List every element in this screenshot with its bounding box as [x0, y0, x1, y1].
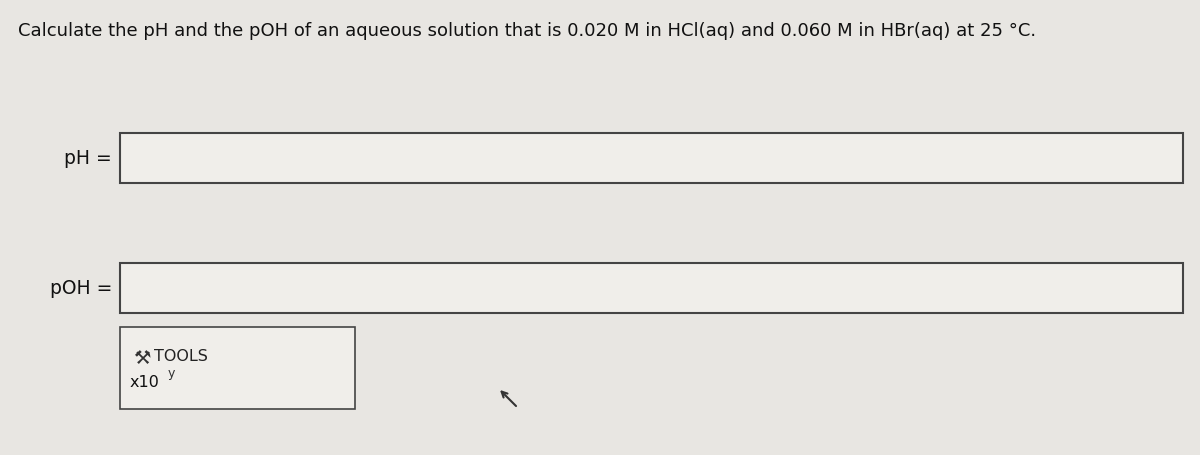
Text: Calculate the pH and the pOH of an aqueous solution that is 0.020 M in HCl(aq) a: Calculate the pH and the pOH of an aqueo…: [18, 22, 1036, 40]
Text: pH =: pH =: [65, 148, 112, 167]
Text: y: y: [168, 367, 175, 380]
Text: x10: x10: [130, 375, 160, 390]
Text: TOOLS: TOOLS: [154, 349, 208, 364]
Bar: [120, 263, 1183, 313]
Text: ⚒: ⚒: [134, 349, 151, 368]
Bar: [120, 133, 1183, 183]
Text: pOH =: pOH =: [49, 278, 112, 298]
Bar: [120, 327, 355, 409]
